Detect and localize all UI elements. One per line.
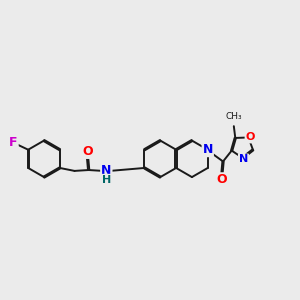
Text: O: O	[245, 133, 255, 142]
Text: H: H	[102, 175, 111, 185]
Text: O: O	[217, 173, 227, 186]
Text: CH₃: CH₃	[226, 112, 242, 121]
Text: N: N	[101, 164, 112, 177]
Text: F: F	[9, 136, 18, 149]
Text: O: O	[82, 145, 93, 158]
Text: N: N	[239, 154, 248, 164]
Text: N: N	[202, 143, 213, 156]
